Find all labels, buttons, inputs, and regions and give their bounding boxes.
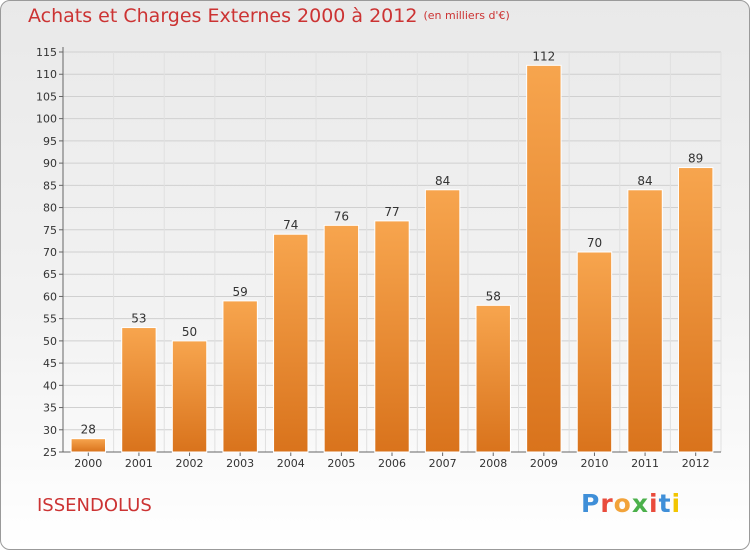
bar-2003 [222, 300, 258, 453]
bar-value-label: 112 [532, 49, 555, 63]
bar-2000 [70, 438, 107, 453]
x-tick-label: 2000 [74, 457, 102, 470]
chart-title: Achats et Charges Externes 2000 à 2012 (e… [28, 5, 510, 27]
proxiti-logo: Proxiti [581, 489, 682, 518]
y-tick-label: 25 [43, 446, 57, 459]
bar-2005 [323, 224, 360, 453]
x-tick-label: 2007 [429, 457, 457, 470]
y-tick-label: 40 [43, 379, 57, 392]
labels: 28 53 50 59 74 76 77 84 58 112 70 84 89 [81, 49, 704, 436]
bar-2011 [627, 189, 663, 453]
y-tick-label: 55 [43, 313, 57, 326]
y-tick-label: 65 [43, 268, 57, 281]
y-tick-label: 100 [36, 113, 57, 126]
bar-2006 [374, 220, 410, 453]
bar-value-label: 77 [384, 205, 399, 219]
bar-value-label: 28 [81, 423, 96, 437]
y-tick-label: 35 [43, 402, 57, 415]
x-tick-label: 2002 [176, 457, 204, 470]
y-tick-label: 45 [43, 357, 57, 370]
bar-value-label: 50 [182, 325, 197, 339]
x-tick-label: 2001 [125, 457, 153, 470]
y-tick-label: 60 [43, 290, 57, 303]
bar-2002 [171, 340, 208, 453]
bar-2009 [526, 64, 562, 453]
title-text: Achats et Charges Externes 2000 à 2012 [28, 5, 418, 27]
bar-2004 [273, 233, 309, 453]
y-tick-label: 95 [43, 135, 57, 148]
bar-value-label: 58 [486, 289, 501, 303]
y-tick-label: 115 [36, 46, 57, 59]
place-name: ISSENDOLUS [37, 495, 152, 516]
y-tick-label: 75 [43, 224, 57, 237]
bar-2010 [576, 251, 613, 453]
x-tick-label: 2006 [378, 457, 406, 470]
y-tick-label: 80 [43, 202, 57, 215]
y-tick-label: 90 [43, 157, 57, 170]
bar-2012 [677, 167, 714, 453]
bar-2007 [424, 189, 461, 453]
bar-2001 [121, 327, 157, 453]
bar-value-label: 89 [688, 152, 703, 166]
chart-subtitle: (en milliers d'€) [423, 9, 510, 22]
bar-2008 [475, 304, 511, 453]
y-tick-label: 85 [43, 179, 57, 192]
y-tick-label: 110 [36, 68, 57, 81]
x-tick-label: 2004 [277, 457, 305, 470]
bar-value-label: 70 [587, 236, 602, 250]
y-tick-label: 105 [36, 90, 57, 103]
bar-value-label: 53 [131, 312, 146, 326]
bar-value-label: 76 [334, 209, 349, 223]
bars [70, 64, 714, 453]
x-tick-label: 2003 [226, 457, 254, 470]
y-tick-label: 30 [43, 424, 57, 437]
bar-value-label: 74 [283, 218, 298, 232]
x-tick-label: 2012 [682, 457, 710, 470]
bar-value-label: 84 [637, 174, 652, 188]
bar-value-label: 84 [435, 174, 450, 188]
bar-value-label: 59 [233, 285, 248, 299]
x-tick-label: 2009 [530, 457, 558, 470]
x-tick-label: 2008 [479, 457, 507, 470]
x-tick-label: 2005 [327, 457, 355, 470]
x-tick-label: 2011 [631, 457, 659, 470]
x-tick-label: 2010 [580, 457, 608, 470]
y-tick-label: 70 [43, 246, 57, 259]
y-tick-label: 50 [43, 335, 57, 348]
